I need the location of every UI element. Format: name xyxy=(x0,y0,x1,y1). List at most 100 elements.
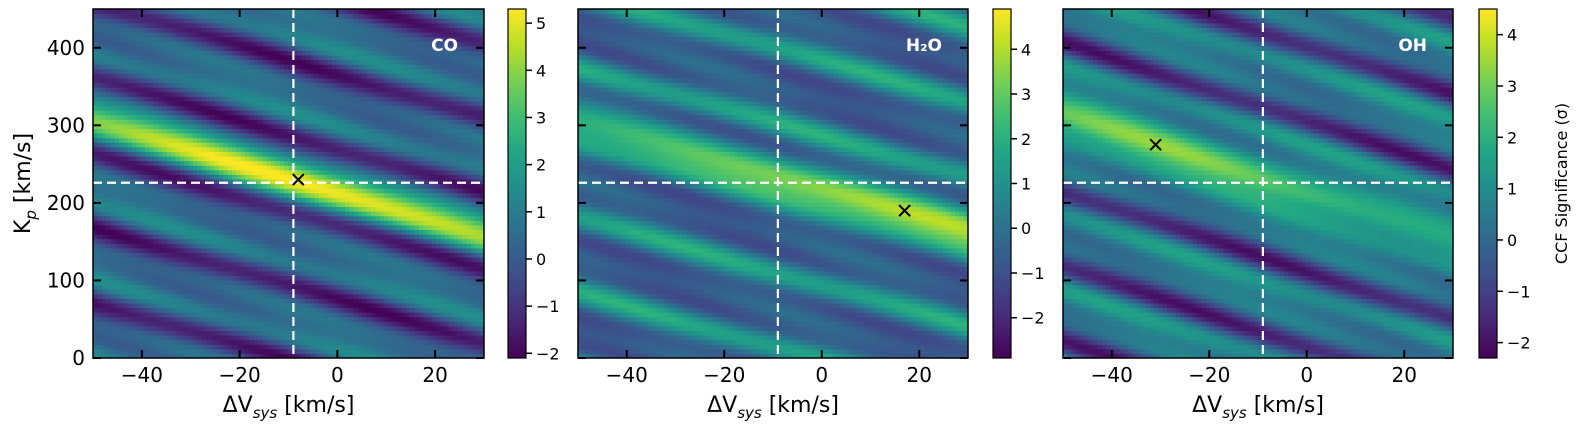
heatmap-cell xyxy=(405,188,411,194)
heatmap-cell xyxy=(310,275,316,281)
heatmap-cell xyxy=(197,114,203,120)
heatmap-cell xyxy=(366,234,372,240)
heatmap-cell xyxy=(145,178,151,185)
heatmap-cell xyxy=(475,316,481,322)
heatmap-cell xyxy=(379,325,385,332)
heatmap-cell xyxy=(175,325,181,332)
heatmap-cell xyxy=(106,183,111,189)
heatmap-cell xyxy=(101,279,107,286)
heatmap-cell xyxy=(119,123,125,129)
heatmap-cell xyxy=(171,132,177,139)
heatmap-cell xyxy=(462,114,468,120)
heatmap-cell xyxy=(310,110,316,116)
heatmap-cell xyxy=(227,252,233,258)
heatmap-cell xyxy=(210,197,216,203)
heatmap-cell xyxy=(423,183,429,189)
heatmap-cell xyxy=(271,247,277,253)
heatmap-cell xyxy=(375,142,381,148)
heatmap-cell xyxy=(192,302,198,309)
heatmap-cell xyxy=(110,132,116,139)
heatmap-cell xyxy=(397,339,403,345)
heatmap-cell xyxy=(127,335,133,341)
heatmap-cell xyxy=(388,270,394,276)
heatmap-cell xyxy=(401,183,407,189)
heatmap-cell xyxy=(110,238,116,244)
heatmap-cell xyxy=(401,321,407,327)
heatmap-cell xyxy=(101,119,107,125)
heatmap-cell xyxy=(327,114,333,120)
heatmap-cell xyxy=(436,316,442,322)
heatmap-cell xyxy=(266,325,272,332)
heatmap-cell xyxy=(314,307,320,313)
heatmap-cell xyxy=(171,279,177,286)
heatmap-cell xyxy=(466,183,472,189)
heatmap-cell xyxy=(462,256,468,263)
heatmap-cell xyxy=(249,110,255,116)
heatmap-cell xyxy=(249,335,255,341)
heatmap-cell xyxy=(158,178,164,185)
heatmap-cell xyxy=(175,321,181,327)
heatmap-cell xyxy=(97,279,103,286)
heatmap-cell xyxy=(227,123,233,129)
heatmap-cell xyxy=(297,105,303,111)
heatmap-cell xyxy=(192,243,198,249)
heatmap-cell xyxy=(271,312,277,318)
heatmap-cell xyxy=(127,105,133,111)
heatmap-cell xyxy=(205,100,211,107)
heatmap-cell xyxy=(240,119,246,125)
heatmap-cell xyxy=(114,105,120,111)
heatmap-cell xyxy=(240,335,246,341)
heatmap-cell xyxy=(327,220,333,226)
heatmap-cell xyxy=(301,119,307,125)
heatmap-cell xyxy=(136,298,142,304)
heatmap-cell xyxy=(114,247,120,253)
heatmap-cell xyxy=(358,123,363,129)
heatmap-cell xyxy=(314,128,320,134)
heatmap-cell xyxy=(418,348,424,355)
heatmap-cell xyxy=(123,224,129,231)
heatmap-cell xyxy=(436,224,442,231)
heatmap-cell xyxy=(314,243,320,249)
heatmap-cell xyxy=(388,307,394,313)
heatmap-cell xyxy=(127,312,133,318)
heatmap-cell xyxy=(314,178,320,185)
heatmap-cell xyxy=(288,224,294,231)
heatmap-cell xyxy=(106,243,111,249)
heatmap-cell xyxy=(153,114,159,120)
heatmap-cell xyxy=(470,183,476,189)
heatmap-cell xyxy=(106,137,111,143)
heatmap-cell xyxy=(449,279,455,286)
heatmap-cell xyxy=(266,339,272,345)
heatmap-cell xyxy=(427,316,433,322)
heatmap-cell xyxy=(392,307,398,313)
heatmap-cell xyxy=(162,298,168,304)
heatmap-cell xyxy=(158,302,164,309)
heatmap-cell xyxy=(410,353,416,358)
heatmap-cell xyxy=(127,128,133,134)
heatmap-cell xyxy=(475,137,481,143)
heatmap-cell xyxy=(266,174,272,180)
heatmap-cell xyxy=(292,137,298,143)
heatmap-cell xyxy=(288,353,294,358)
heatmap-cell xyxy=(418,344,424,350)
heatmap-cell xyxy=(266,348,272,355)
heatmap-cell xyxy=(119,128,125,134)
heatmap-cell xyxy=(297,261,303,267)
heatmap-cell xyxy=(331,284,337,290)
heatmap-cell xyxy=(253,201,259,208)
heatmap-cell xyxy=(205,206,211,212)
heatmap-cell xyxy=(327,201,333,208)
heatmap-cell xyxy=(101,160,107,166)
heatmap-cell xyxy=(253,234,259,240)
heatmap-cell xyxy=(301,256,307,263)
heatmap-cell xyxy=(149,211,155,217)
heatmap-cell xyxy=(245,169,250,175)
heatmap-cell xyxy=(253,252,259,258)
heatmap-cell xyxy=(258,142,264,148)
heatmap-cell xyxy=(188,293,194,299)
heatmap-cell xyxy=(449,137,455,143)
heatmap-cell xyxy=(153,110,159,116)
heatmap-cell xyxy=(305,132,311,139)
heatmap-cell xyxy=(236,321,242,327)
heatmap-cell xyxy=(145,284,151,290)
